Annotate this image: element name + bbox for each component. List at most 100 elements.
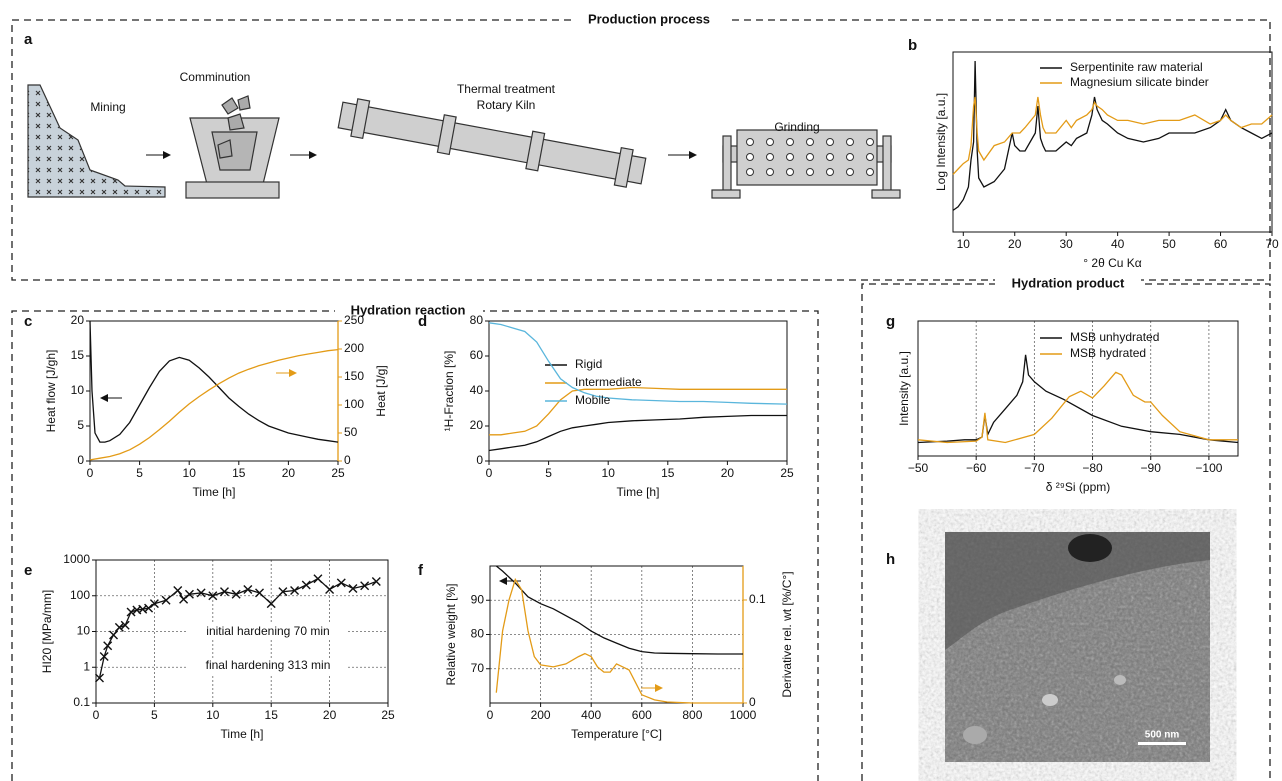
y2-tick-label: 50 [344,425,358,439]
marker [161,595,171,605]
y-axis-label: Heat flow [J/gh] [44,350,58,433]
y2-tick-label: 0 [344,453,351,467]
y2-axis-label: Heat [J/g] [374,365,388,416]
y2-tick-label: 250 [344,313,364,327]
x-tick-label: −100 [1195,461,1222,475]
y2-tick-label: 200 [344,341,364,355]
series-line [489,386,787,436]
x-tick-label: 25 [331,466,345,480]
marker [290,586,300,596]
title-bg [995,275,1141,293]
marker [219,587,229,597]
y-tick-label: 1000 [63,552,90,566]
x-tick-label: −90 [1141,461,1162,475]
process-label: Comminution [180,70,251,84]
y-axis-label: Log Intensity [a.u.] [934,93,948,191]
x-tick-label: 1000 [730,708,757,722]
y-tick-label: 20 [71,313,85,327]
y-axis-label: Intensity [a.u.] [897,351,911,426]
x-tick-label: 800 [682,708,702,722]
series-line [488,414,787,452]
plot-frame [95,559,389,704]
x-tick-label: −80 [1082,461,1103,475]
marker [325,584,335,594]
marker [114,622,124,632]
y-tick-label: 80 [470,313,484,327]
x-tick-label: 10 [957,237,971,251]
legend-label: MSB hydrated [1070,346,1146,360]
y-axis-label: ¹H-Fraction [%] [442,351,456,432]
y-tick-label: 70 [471,661,485,675]
legend-label: Rigid [575,357,602,371]
y-tick-label: 90 [471,592,485,606]
x-tick-label: 20 [282,466,296,480]
x-tick-label: 0 [93,708,100,722]
plot-frame [917,320,1239,457]
legend-label: Mobile [575,393,611,407]
title-bg [572,11,727,29]
x-tick-label: 400 [581,708,601,722]
x-tick-label: −70 [1024,461,1045,475]
x-tick-label: 20 [323,708,337,722]
marker [149,599,159,609]
marker [144,603,154,613]
marker [196,588,206,598]
marker [231,589,241,599]
plot-frame [488,320,788,462]
marker [266,599,276,609]
y-tick-label: 40 [470,383,484,397]
series-line [952,60,1273,211]
series-line [917,371,1238,444]
section-title: Production process [588,11,710,26]
panel-label: d [418,313,427,330]
marker [184,589,194,599]
legend-label: Intermediate [575,375,642,389]
y-tick-label: 1 [83,659,90,673]
y2-tick-label: 0.1 [749,592,766,606]
marker [120,620,130,630]
marker [371,577,381,587]
plot-frame [89,320,339,462]
x-tick-label: −50 [908,461,929,475]
section-title: Hydration reaction [351,302,466,317]
x-tick-label: 5 [136,466,143,480]
section-frame [11,310,819,781]
y2-tick-label: 150 [344,369,364,383]
sem-image [945,532,1210,762]
x-tick-label: 200 [531,708,551,722]
x-tick-label: 40 [1111,237,1125,251]
series-line [488,322,788,405]
x-tick-label: −60 [966,461,987,475]
x-tick-label: 10 [206,708,220,722]
annotation: initial hardening 70 min [206,624,329,638]
x-tick-label: 70 [1265,237,1279,251]
x-tick-label: 600 [632,708,652,722]
marker [360,581,370,591]
panel-label: c [24,313,32,330]
x-tick-label: 20 [721,466,735,480]
x-tick-label: 60 [1214,237,1228,251]
title-bg [335,302,483,320]
annotation: final hardening 313 min [206,658,331,672]
legend-label: Serpentinite raw material [1070,60,1203,74]
process-diagram [27,84,901,199]
scale-bar-label: 500 nm [1145,730,1180,741]
series-line [952,96,1273,175]
marker [255,588,265,598]
y2-axis-label: Derivative rel. wt [%/C°] [780,571,794,697]
x-tick-label: 15 [661,466,675,480]
x-tick-label: 15 [265,708,279,722]
marker [208,591,218,601]
panel-label: g [886,313,895,330]
process-label: Rotary Kiln [477,98,536,112]
x-axis-label: Time [h] [193,485,236,499]
section-title: Hydration product [1012,275,1125,290]
y-axis-label: HI20 [MPa/mm] [40,590,54,673]
x-tick-label: 15 [232,466,246,480]
panel-label: h [886,551,895,568]
x-tick-label: 0 [87,466,94,480]
marker [301,580,311,590]
marker [313,574,323,584]
y-tick-label: 15 [71,348,85,362]
